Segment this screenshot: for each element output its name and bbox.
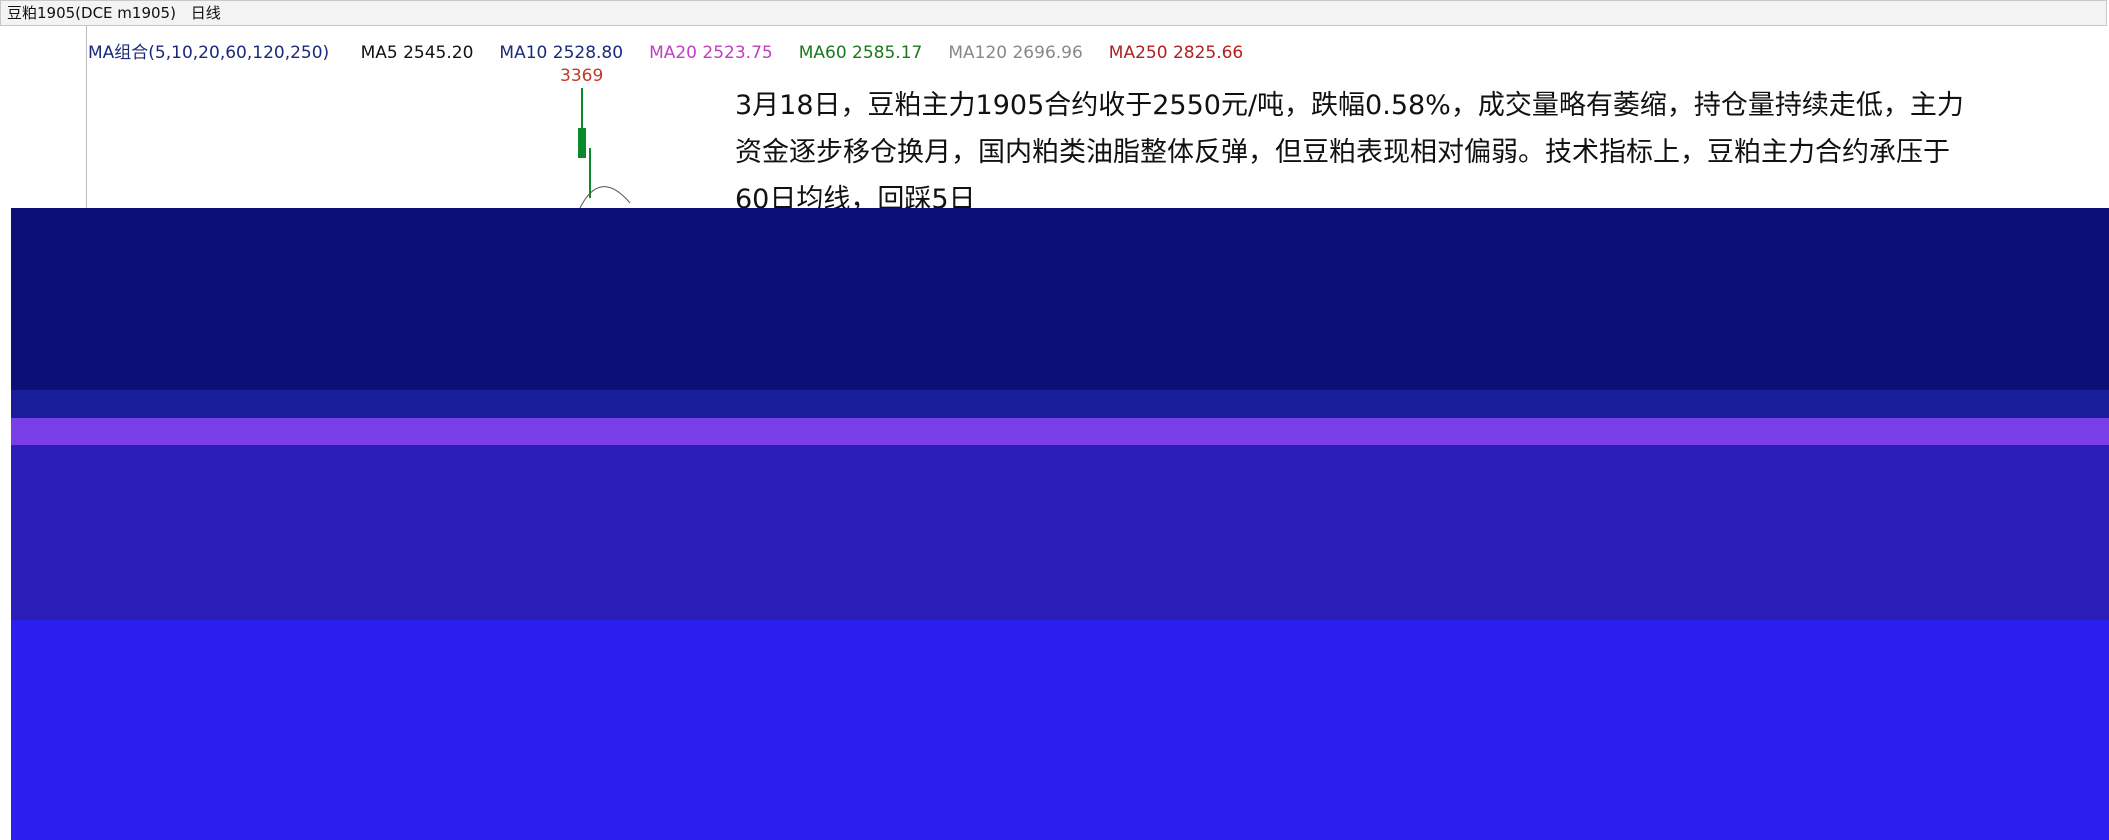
period-selector[interactable]: 日线	[190, 4, 221, 22]
price-axis	[0, 26, 87, 226]
ma-value: MA120 2696.96	[948, 43, 1083, 63]
candles	[578, 88, 631, 208]
commentary-line: 3月18日，豆粕主力1905合约收于2550元/吨，跌幅0.58%，成交量略有萎…	[735, 90, 1964, 121]
glitch-band	[11, 418, 2109, 445]
glitch-block	[11, 620, 2109, 840]
peak-label: 3369	[560, 66, 604, 86]
indicator-group[interactable]: MA组合(5,10,20,60,120,250)	[88, 43, 330, 63]
commentary-line: 资金逐步移仓换月，国内粕类油脂整体反弹，但豆粕表现相对偏弱。技术指标上，豆粕主力…	[735, 137, 1950, 168]
indicator-row: MA组合(5,10,20,60,120,250) MA5 2545.20 MA10…	[88, 38, 1269, 63]
ma-value: MA5 2545.20	[360, 43, 474, 63]
window-title: 豆粕1905(DCE m1905)	[7, 4, 176, 22]
glitch-block	[11, 445, 2109, 620]
ma-value: MA20 2523.75	[649, 43, 773, 63]
ma-value: MA60 2585.17	[798, 43, 923, 63]
glitch-band	[11, 390, 2109, 418]
commentary: 3月18日，豆粕主力1905合约收于2550元/吨，跌幅0.58%，成交量略有萎…	[735, 82, 2105, 223]
title-bar: 豆粕1905(DCE m1905) 日线	[0, 0, 2107, 26]
ma-value: MA10 2528.80	[499, 43, 624, 63]
glitch-block	[11, 208, 2109, 418]
ma-value: MA250 2825.66	[1108, 43, 1244, 63]
